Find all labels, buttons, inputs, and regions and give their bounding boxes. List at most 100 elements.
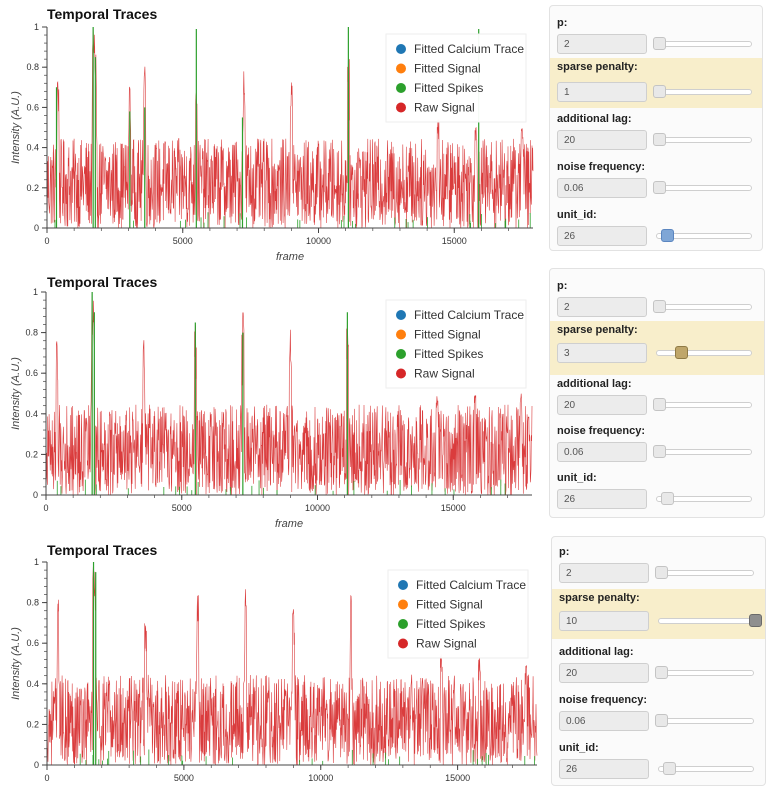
y-tick-label: 0.2 (26, 719, 39, 729)
sparse-penalty-slider-handle[interactable] (749, 614, 762, 627)
p-input[interactable]: 2 (557, 297, 647, 317)
unit-id-slider[interactable] (656, 496, 752, 502)
p-input[interactable]: 2 (557, 34, 647, 54)
chart-title: Temporal Traces (47, 274, 157, 290)
legend-label[interactable]: Fitted Signal (414, 328, 481, 342)
noise-frequency-input[interactable]: 0.06 (557, 178, 647, 198)
legend-marker (396, 349, 406, 359)
p-slider[interactable] (656, 304, 752, 310)
additional-lag-label: additional lag: (559, 646, 634, 658)
p-slider[interactable] (658, 570, 754, 576)
additional-lag-input[interactable]: 20 (557, 130, 647, 150)
p-input[interactable]: 2 (559, 563, 649, 583)
legend-label[interactable]: Raw Signal (414, 367, 475, 381)
legend-label[interactable]: Fitted Signal (414, 62, 481, 76)
legend-label[interactable]: Fitted Spikes (416, 617, 485, 631)
noise-frequency-slider[interactable] (658, 718, 754, 724)
p-label: p: (559, 546, 569, 558)
chart-title: Temporal Traces (47, 542, 157, 558)
trace-panel-3: 0 0.2 0.4 0.6 0.8 1 0 5000 10000 15000 Intensity (… (0, 536, 780, 787)
noise-frequency-label: noise frequency: (557, 425, 645, 437)
sparse-penalty-slider-handle[interactable] (675, 346, 688, 359)
y-tick-label: 1 (34, 22, 39, 32)
y-tick-label: 0 (34, 760, 39, 770)
sparse-penalty-control: sparse penalty: 1 (550, 58, 762, 108)
noise-frequency-label: noise frequency: (557, 161, 645, 173)
unit-id-input[interactable]: 26 (559, 759, 649, 779)
noise-frequency-slider[interactable] (656, 185, 752, 191)
unit-id-slider[interactable] (656, 233, 752, 239)
unit-id-label: unit_id: (559, 742, 599, 754)
y-axis-label: Intensity (A.U.) (10, 357, 22, 430)
sparse-penalty-slider[interactable] (656, 350, 752, 356)
legend-label[interactable]: Fitted Calcium Trace (414, 308, 524, 322)
legend-marker (396, 330, 406, 340)
unit-id-slider-handle[interactable] (663, 762, 676, 775)
unit-id-slider-handle[interactable] (661, 492, 674, 505)
noise-frequency-label: noise frequency: (559, 694, 647, 706)
additional-lag-slider[interactable] (656, 137, 752, 143)
legend-marker (398, 639, 408, 649)
p-slider-handle[interactable] (653, 300, 666, 313)
additional-lag-label: additional lag: (557, 113, 632, 125)
legend-label[interactable]: Fitted Spikes (414, 81, 483, 95)
unit-id-slider-handle[interactable] (661, 229, 674, 242)
temporal-traces-chart[interactable]: 0 0.2 0.4 0.6 0.8 1 0 5000 10000 15000 Intensity (… (0, 536, 545, 787)
additional-lag-slider-handle[interactable] (653, 398, 666, 411)
additional-lag-label: additional lag: (557, 378, 632, 390)
p-control: p: 2 (550, 277, 764, 323)
temporal-traces-chart[interactable]: 0 0.2 0.4 0.6 0.8 1 0 5000 10000 15000 frame Intens… (0, 0, 545, 262)
noise-frequency-control: noise frequency: 0.06 (552, 691, 765, 737)
parameter-widgets: p: 2 sparse penalty: 10 additional lag: … (551, 536, 766, 786)
additional-lag-slider-handle[interactable] (653, 133, 666, 146)
noise-frequency-slider-handle[interactable] (655, 714, 668, 727)
legend-marker (398, 619, 408, 629)
noise-frequency-input[interactable]: 0.06 (557, 442, 647, 462)
x-tick-label: 5000 (174, 773, 194, 783)
additional-lag-slider[interactable] (658, 670, 754, 676)
sparse-penalty-input[interactable]: 10 (559, 611, 649, 631)
temporal-traces-chart[interactable]: 0 0.2 0.4 0.6 0.8 1 0 5000 10000 15000 frame Intens… (0, 268, 545, 530)
y-tick-label: 0.8 (26, 598, 39, 608)
noise-frequency-slider[interactable] (656, 449, 752, 455)
additional-lag-slider-handle[interactable] (655, 666, 668, 679)
sparse-penalty-label: sparse penalty: (557, 324, 638, 336)
y-tick-label: 0.8 (25, 328, 38, 338)
y-tick-label: 0.2 (26, 183, 39, 193)
noise-frequency-slider-handle[interactable] (653, 445, 666, 458)
legend-label[interactable]: Raw Signal (414, 101, 475, 115)
sparse-penalty-input[interactable]: 3 (557, 343, 647, 363)
p-slider-handle[interactable] (655, 566, 668, 579)
y-axis-label: Intensity (A.U.) (10, 91, 22, 164)
unit-id-control: unit_id: 26 (550, 469, 764, 515)
legend-label[interactable]: Fitted Calcium Trace (416, 578, 526, 592)
additional-lag-input[interactable]: 20 (557, 395, 647, 415)
legend-label[interactable]: Raw Signal (416, 637, 477, 651)
sparse-penalty-slider[interactable] (658, 618, 754, 624)
x-tick-label: 5000 (173, 236, 193, 246)
x-tick-label: 0 (44, 236, 49, 246)
sparse-penalty-input[interactable]: 1 (557, 82, 647, 102)
legend-label[interactable]: Fitted Signal (416, 598, 483, 612)
p-slider[interactable] (656, 41, 752, 47)
unit-id-input[interactable]: 26 (557, 226, 647, 246)
additional-lag-slider[interactable] (656, 402, 752, 408)
p-slider-handle[interactable] (653, 37, 666, 50)
unit-id-input[interactable]: 26 (557, 489, 647, 509)
sparse-penalty-slider-handle[interactable] (653, 85, 666, 98)
legend-marker (396, 83, 406, 93)
legend-label[interactable]: Fitted Calcium Trace (414, 42, 524, 56)
legend-marker (398, 580, 408, 590)
legend-label[interactable]: Fitted Spikes (414, 347, 483, 361)
noise-frequency-input[interactable]: 0.06 (559, 711, 649, 731)
p-label: p: (557, 17, 567, 29)
noise-frequency-slider-handle[interactable] (653, 181, 666, 194)
x-axis-label: frame (275, 518, 303, 530)
y-tick-label: 0.4 (26, 679, 39, 689)
noise-frequency-control: noise frequency: 0.06 (550, 422, 764, 468)
sparse-penalty-slider[interactable] (656, 89, 752, 95)
legend-marker (396, 103, 406, 113)
additional-lag-control: additional lag: 20 (552, 643, 765, 689)
unit-id-slider[interactable] (658, 766, 754, 772)
additional-lag-input[interactable]: 20 (559, 663, 649, 683)
